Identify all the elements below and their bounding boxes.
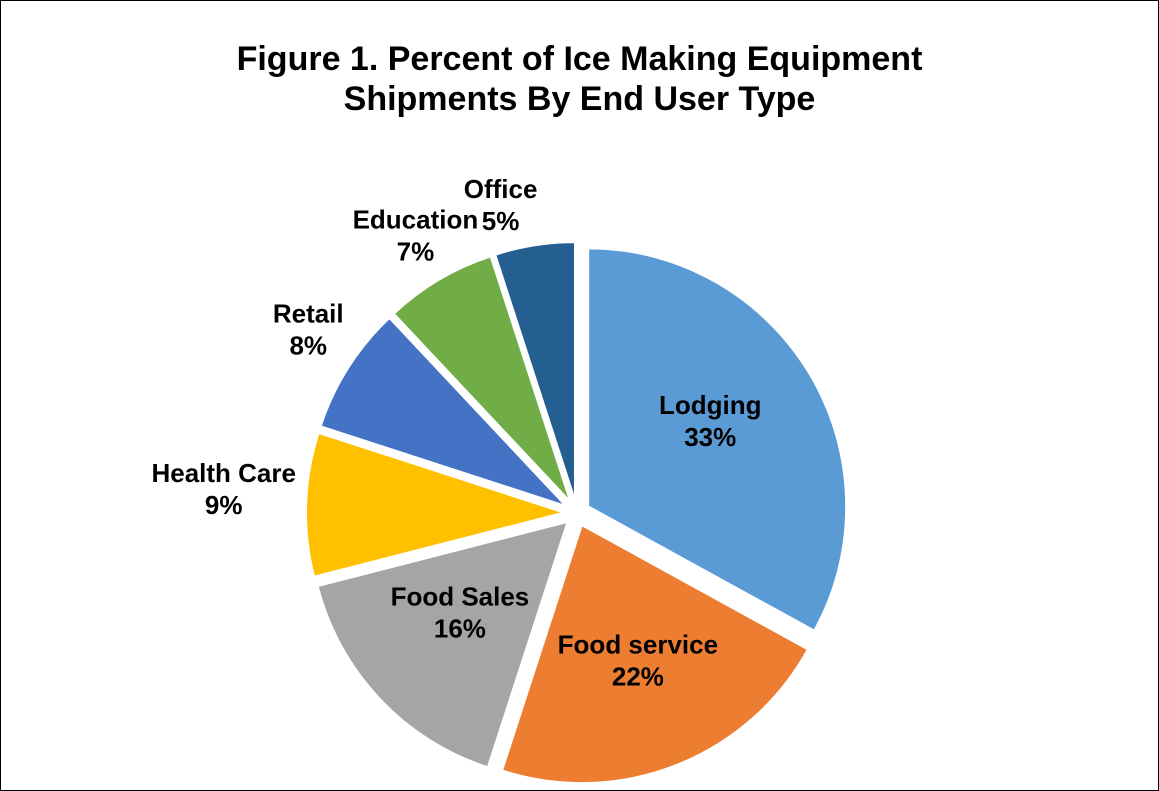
pie-slice-retail — [319, 316, 567, 507]
chart-title-line-2: Shipments By End User Type — [343, 80, 816, 118]
slice-value-label: 8% — [289, 330, 327, 360]
slice-value-label: 7% — [397, 237, 435, 267]
pie-slice-food-service — [500, 523, 810, 785]
slice-value-label: 9% — [205, 490, 243, 520]
slice-category-label: Education — [353, 205, 479, 235]
slice-value-label: 5% — [482, 206, 520, 236]
slice-value-label: 33% — [684, 422, 736, 452]
slice-category-label: Food service — [558, 630, 718, 660]
slice-category-label: Health Care — [151, 458, 296, 488]
pie-slice-office — [493, 241, 576, 501]
slice-category-label: Office — [464, 174, 538, 204]
pie-slice-food-sales — [316, 520, 570, 769]
slice-value-label: 16% — [434, 613, 486, 643]
chart-title: Figure 1. Percent of Ice Making Equipmen… — [1, 39, 1158, 119]
slice-category-label: Lodging — [659, 390, 762, 420]
chart-title-line-1: Figure 1. Percent of Ice Making Equipmen… — [236, 40, 923, 78]
slice-value-label: 22% — [612, 662, 664, 692]
pie-slice-health-care — [305, 431, 568, 578]
pie-slice-lodging — [587, 247, 848, 633]
slice-category-label: Food Sales — [391, 581, 530, 611]
slice-category-label: Retail — [273, 298, 344, 328]
pie-slice-education — [392, 255, 572, 503]
